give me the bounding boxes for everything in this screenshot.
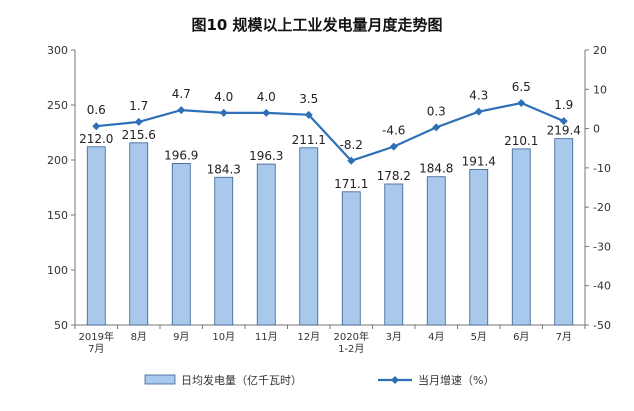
line-value-label: -4.6 — [382, 124, 405, 138]
line-value-label: 1.7 — [129, 99, 148, 113]
x-tick-label: 7月 — [88, 343, 104, 355]
left-tick-label: 200 — [47, 154, 68, 167]
x-tick-label: 4月 — [428, 331, 444, 343]
bar — [171, 163, 191, 326]
left-tick-label: 250 — [47, 99, 68, 112]
line-point — [92, 122, 101, 131]
left-tick-label: 50 — [54, 319, 68, 332]
line-value-label: 0.3 — [427, 104, 446, 118]
bar-value-label: 184.3 — [207, 162, 241, 176]
right-tick-label: -40 — [593, 280, 611, 293]
bar-value-label: 212.0 — [79, 132, 113, 146]
line-point — [432, 123, 441, 132]
left-tick-label: 300 — [47, 44, 68, 57]
line-value-label: 0.6 — [87, 103, 106, 117]
right-tick-label: 20 — [593, 44, 607, 57]
legend-line-label: 当月增速（%） — [418, 373, 494, 387]
bar-value-label: 196.3 — [249, 149, 283, 163]
right-tick-label: -30 — [593, 240, 611, 253]
line-value-label: 6.5 — [512, 80, 531, 94]
line-point — [262, 108, 271, 117]
left-tick-label: 100 — [47, 264, 68, 277]
left-tick-label: 150 — [47, 209, 68, 222]
bar — [511, 148, 531, 326]
bar-value-label: 178.2 — [377, 169, 411, 183]
bar — [256, 163, 276, 326]
line-value-label: 4.0 — [257, 90, 276, 104]
legend-bar-label: 日均发电量（亿千瓦时） — [181, 373, 302, 387]
bar — [469, 169, 489, 326]
bar — [129, 142, 149, 326]
x-tick-label: 8月 — [131, 331, 147, 343]
bar — [214, 176, 234, 326]
bar — [86, 146, 106, 326]
bar — [341, 191, 361, 326]
x-tick-label: 1-2月 — [338, 343, 364, 355]
line-point — [474, 107, 483, 116]
line-point — [559, 117, 568, 126]
bar — [384, 183, 404, 326]
bar-value-label: 210.1 — [504, 134, 538, 148]
growth-line — [96, 101, 565, 163]
x-tick-label: 11月 — [255, 331, 278, 343]
line-value-label: 4.3 — [469, 89, 488, 103]
right-tick-label: -20 — [593, 201, 611, 214]
line-point — [517, 99, 526, 108]
line-point — [219, 108, 228, 117]
right-tick-label: 10 — [593, 83, 607, 96]
line-value-label: 1.9 — [554, 98, 573, 112]
right-tick-label: -10 — [593, 162, 611, 175]
bar-value-label: 171.1 — [334, 177, 368, 191]
legend-bar-swatch — [144, 374, 176, 385]
x-tick-label: 7月 — [556, 331, 572, 343]
legend-line-marker — [391, 376, 399, 384]
line-point — [389, 142, 398, 151]
line-value-label: 4.7 — [172, 87, 191, 101]
bar-value-label: 184.8 — [419, 162, 453, 176]
x-tick-label: 5月 — [471, 331, 487, 343]
bar — [299, 147, 319, 326]
bar — [554, 138, 574, 326]
bar-value-label: 219.4 — [547, 124, 581, 138]
line-value-label: 3.5 — [299, 92, 318, 106]
line-point — [347, 156, 356, 165]
x-tick-label: 10月 — [212, 331, 235, 343]
x-tick-label: 9月 — [173, 331, 189, 343]
x-tick-label: 6月 — [513, 331, 529, 343]
line-value-label: 4.0 — [214, 90, 233, 104]
bar-value-label: 196.9 — [164, 148, 198, 162]
x-tick-label: 2020年 — [334, 330, 369, 343]
line-value-label: -8.2 — [340, 138, 363, 152]
bar — [426, 176, 446, 326]
bar-value-label: 191.4 — [462, 154, 496, 168]
line-point — [177, 106, 186, 115]
x-tick-label: 12月 — [297, 331, 320, 343]
bar-value-label: 211.1 — [292, 133, 326, 147]
right-tick-label: 0 — [593, 123, 600, 136]
chart-title: 图10 规模以上工业发电量月度走势图 — [191, 16, 443, 34]
line-point — [134, 117, 143, 126]
line-point — [304, 110, 313, 119]
x-tick-label: 3月 — [386, 331, 402, 343]
bar-value-label: 215.6 — [122, 128, 156, 142]
x-tick-label: 2019年 — [79, 330, 114, 343]
right-tick-label: -50 — [593, 319, 611, 332]
